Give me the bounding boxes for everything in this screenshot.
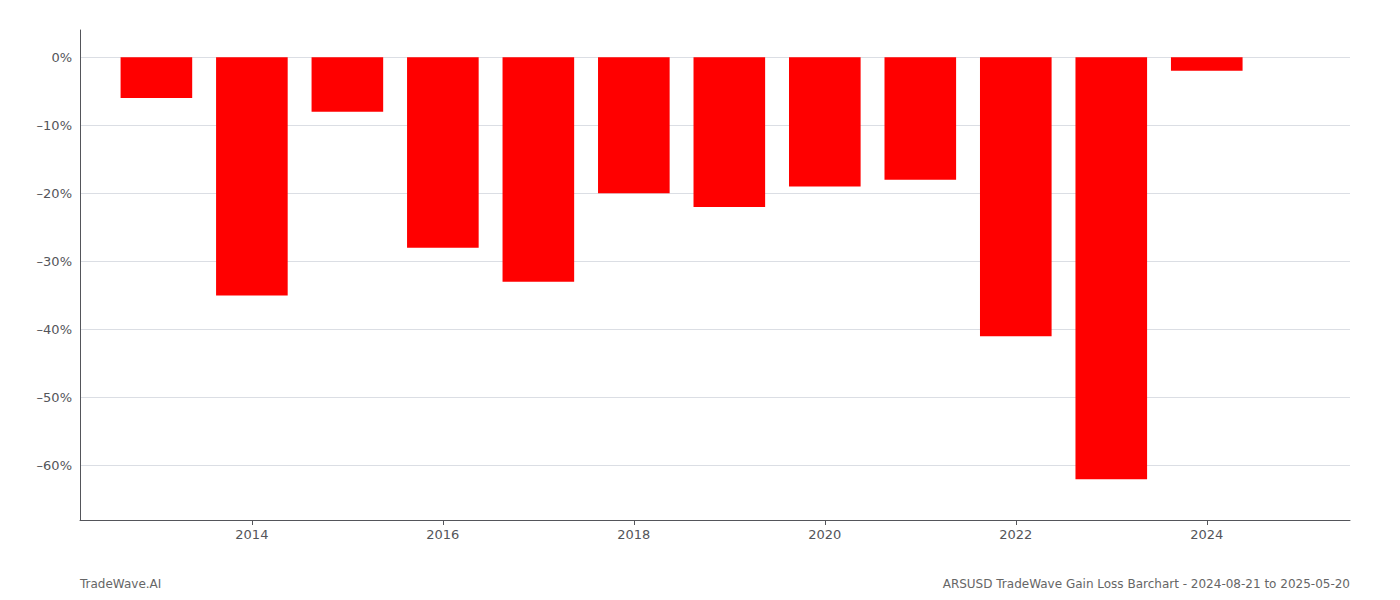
svg-text:2024: 2024 bbox=[1190, 527, 1223, 542]
svg-text:–30%: –30% bbox=[37, 254, 72, 269]
svg-text:0%: 0% bbox=[51, 50, 72, 65]
svg-text:2016: 2016 bbox=[426, 527, 459, 542]
svg-text:–10%: –10% bbox=[37, 118, 72, 133]
svg-text:–20%: –20% bbox=[37, 186, 72, 201]
svg-text:–60%: –60% bbox=[37, 458, 72, 473]
svg-text:2020: 2020 bbox=[808, 527, 841, 542]
svg-text:2014: 2014 bbox=[235, 527, 268, 542]
svg-text:2018: 2018 bbox=[617, 527, 650, 542]
svg-text:ARSUSD TradeWave Gain Loss Bar: ARSUSD TradeWave Gain Loss Barchart - 20… bbox=[943, 577, 1350, 591]
svg-text:2022: 2022 bbox=[999, 527, 1032, 542]
svg-text:–50%: –50% bbox=[37, 390, 72, 405]
svg-text:–40%: –40% bbox=[37, 322, 72, 337]
svg-text:TradeWave.AI: TradeWave.AI bbox=[79, 577, 161, 591]
